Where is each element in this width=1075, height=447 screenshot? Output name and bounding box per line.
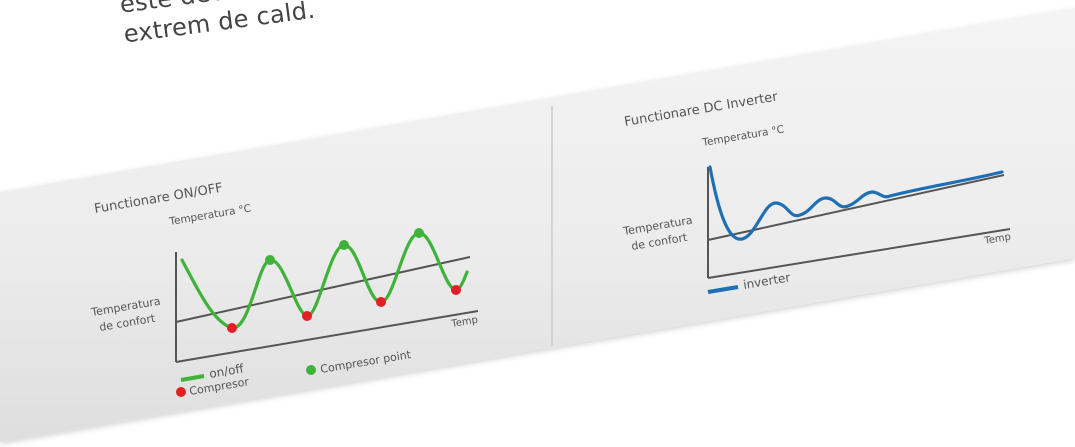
onoff-x-axis-label: Temp — [450, 315, 479, 330]
inverter-x-axis-label: Temp — [983, 232, 1012, 247]
inverter-legend-swatch — [707, 285, 739, 294]
tilted-band — [0, 8, 1075, 442]
compressor-point-dot — [414, 228, 424, 238]
compressor-point-dot — [339, 240, 349, 250]
compressor-dot — [376, 297, 386, 307]
compressor-dot — [227, 323, 237, 333]
compressor-dot — [302, 311, 312, 321]
onoff-legend-swatch — [180, 374, 205, 382]
compressor-point-dot — [265, 255, 275, 265]
compressor-point-legend-dot — [306, 365, 316, 375]
inverter-comfort-line — [707, 174, 1005, 241]
inverter-curve — [708, 165, 1004, 241]
compressor-dot — [451, 285, 461, 295]
onoff-x-axis — [175, 310, 479, 363]
onoff-legend-label: on/off — [208, 361, 245, 381]
inverter-x-axis — [707, 228, 1011, 279]
compressor-legend-dot — [176, 387, 186, 397]
